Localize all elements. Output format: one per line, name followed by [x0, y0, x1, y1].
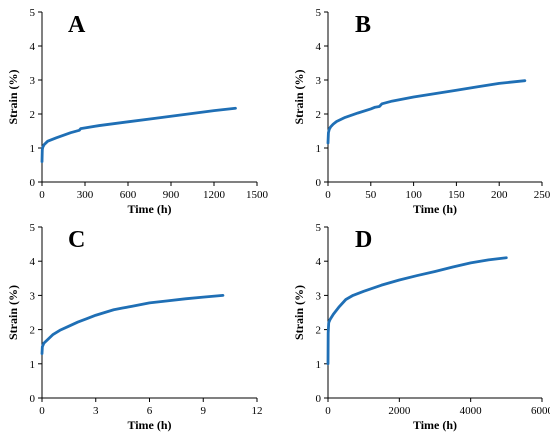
x-axis-label: Time (h)	[413, 418, 457, 432]
y-tick-label: 4	[316, 41, 322, 53]
x-tick-label: 6	[147, 405, 153, 417]
x-tick-label: 2000	[388, 405, 411, 417]
x-tick-label: 900	[163, 189, 180, 201]
panel-letter: D	[355, 227, 372, 253]
x-tick-label: 0	[39, 189, 45, 201]
y-tick-label: 4	[30, 41, 36, 53]
y-tick-label: 2	[30, 109, 36, 121]
x-tick-label: 4000	[460, 405, 483, 417]
strain-series-line	[326, 79, 527, 145]
x-tick-label: 150	[448, 189, 465, 201]
y-tick-label: 5	[30, 7, 36, 19]
x-tick-label: 0	[325, 405, 331, 417]
y-tick-label: 4	[30, 256, 36, 268]
chart-panel-d: 0 1 2 3 4 5 0 2000 4000 6000 Time (h) Strain (%) D	[292, 222, 550, 432]
y-axis-label: Strain (%)	[6, 285, 20, 340]
y-axis-label: Strain (%)	[292, 285, 306, 340]
x-tick-label: 3	[93, 405, 99, 417]
x-tick-label: 300	[77, 189, 94, 201]
y-tick-label: 1	[30, 359, 36, 371]
y-tick-label: 3	[316, 290, 322, 302]
y-tick-label: 0	[316, 177, 322, 189]
y-tick-label: 3	[30, 290, 36, 302]
y-tick-label: 0	[316, 393, 322, 405]
x-tick-label: 1200	[203, 189, 226, 201]
y-tick-label: 3	[30, 75, 36, 87]
y-axis-label: Strain (%)	[292, 70, 306, 125]
y-tick-label: 5	[30, 222, 36, 234]
panel-letter: B	[355, 12, 371, 38]
x-axis-label: Time (h)	[413, 202, 457, 216]
y-tick-label: 2	[316, 325, 322, 337]
y-tick-label: 0	[30, 177, 36, 189]
panel-letter: A	[68, 12, 86, 38]
y-tick-label: 4	[316, 256, 322, 268]
x-tick-label: 9	[201, 405, 207, 417]
x-tick-label: 100	[405, 189, 422, 201]
x-tick-label: 50	[365, 189, 377, 201]
x-axis-label: Time (h)	[127, 202, 171, 216]
x-tick-label: 600	[120, 189, 137, 201]
y-tick-label: 5	[316, 7, 322, 19]
x-tick-label: 0	[325, 189, 331, 201]
strain-series-line	[40, 294, 225, 355]
strain-series-line	[326, 256, 508, 366]
y-tick-label: 2	[30, 325, 36, 337]
y-tick-label: 1	[30, 143, 36, 155]
x-tick-label: 6000	[531, 405, 550, 417]
strain-series-line	[40, 106, 237, 163]
y-tick-label: 1	[316, 143, 322, 155]
x-tick-label: 1500	[246, 189, 269, 201]
panel-letter: C	[68, 227, 85, 253]
x-axis-label: Time (h)	[127, 418, 171, 432]
y-tick-label: 2	[316, 109, 322, 121]
y-tick-label: 5	[316, 222, 322, 234]
x-tick-label: 12	[252, 405, 263, 417]
y-tick-label: 1	[316, 359, 322, 371]
x-tick-label: 0	[39, 405, 45, 417]
x-tick-label: 200	[491, 189, 508, 201]
chart-panel-a: 0 1 2 3 4 5 0 300 600 900 1200 1500 Time (h) Strain (…	[6, 7, 269, 216]
y-axis-label: Strain (%)	[6, 70, 20, 125]
x-tick-label: 250	[534, 189, 550, 201]
y-tick-label: 3	[316, 75, 322, 87]
y-tick-label: 0	[30, 393, 36, 405]
